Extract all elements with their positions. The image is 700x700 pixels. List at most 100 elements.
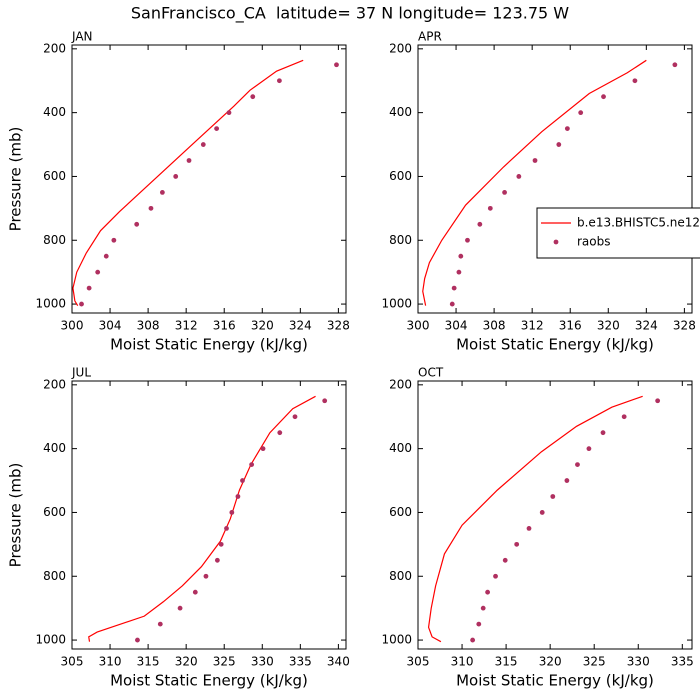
panel: APR 300 304 308 312 316 320 324 328 200 400 600 800 1… [381,30,700,354]
y-tick-label: 800 [389,233,412,247]
y-tick-label: 400 [389,441,412,455]
panel: JUL 305 310 315 320 325 330 335 340 200 400 600 800 1… [7,366,350,690]
x-tick-label: 335 [289,655,312,669]
panel-title: OCT [418,366,444,380]
point [292,414,298,420]
point [487,205,493,211]
x-tick-label: 330 [627,655,650,669]
y-tick-label: 200 [43,41,66,55]
y-tick-label: 600 [43,169,66,183]
y-axis-label: Pressure (mb) [7,463,25,568]
x-axis-label: Moist Static Energy (kJ/kg) [456,336,654,354]
y-tick-label: 400 [389,105,412,119]
point [458,253,464,259]
y-tick-label: 800 [43,233,66,247]
x-tick-label: 300 [407,319,430,333]
point [177,605,183,611]
point [277,78,282,84]
point [502,557,508,563]
plot-frame [417,380,693,650]
x-tick-label: 340 [327,655,350,669]
y-tick-label: 1000 [35,297,66,311]
point [224,526,229,531]
line [88,395,316,642]
panel: JAN 300 304 308 312 316 320 324 328 200 400 600 800 1… [7,30,350,354]
x-tick-label: 305 [407,655,430,669]
point [564,478,570,483]
x-tick-label: 300 [61,319,84,333]
x-tick-label: 328 [673,319,696,333]
panel: OCT 305 310 315 320 325 330 335 200 400 600 800 1000… [381,366,693,690]
point [159,190,165,195]
x-tick-label: 308 [137,319,160,333]
point [493,573,498,579]
figure-title: SanFrancisco_CA latitude= 37 N longitude… [131,4,569,24]
x-tick-label: 312 [521,319,544,333]
point [456,269,462,275]
x-tick-label: 320 [597,319,620,333]
x-tick-label: 320 [251,319,274,333]
line [427,395,643,643]
point [334,62,339,68]
x-tick-label: 315 [137,655,160,669]
y-tick-label: 1000 [381,633,412,647]
x-tick-label: 316 [559,319,582,333]
x-tick-label: 335 [671,655,694,669]
point [514,541,520,547]
point [186,158,192,163]
point [465,237,470,243]
point [148,205,154,211]
point [322,398,328,404]
legend-swatch [553,239,559,245]
point [470,637,476,643]
point [86,285,92,291]
x-tick-label: 320 [539,655,562,669]
point [621,414,627,420]
point [111,237,117,243]
point [173,174,179,179]
x-axis-label: Moist Static Energy (kJ/kg) [110,336,308,354]
point [564,126,570,131]
x-tick-label: 320 [175,655,198,669]
x-tick-label: 325 [583,655,606,669]
point [532,158,538,163]
point [250,94,256,100]
point [203,573,209,579]
y-tick-label: 400 [43,105,66,119]
point [277,430,283,436]
point [260,446,266,452]
plot-frame [71,380,347,650]
y-tick-label: 600 [389,505,412,519]
point [451,285,457,291]
point [157,621,163,627]
point [218,541,224,547]
point [79,301,84,307]
point [95,269,101,275]
legend-label: raobs [577,235,611,249]
point [575,462,580,467]
plot-frame [417,44,693,314]
x-axis-label: Moist Static Energy (kJ/kg) [110,672,308,690]
point [249,462,255,467]
point [550,494,556,499]
y-tick-label: 800 [43,569,66,583]
y-tick-label: 600 [43,505,66,519]
point [502,190,507,195]
point [600,430,606,436]
x-tick-label: 310 [451,655,474,669]
x-tick-label: 316 [213,319,236,333]
point [200,142,206,147]
point [601,94,606,100]
point [449,301,455,307]
panel-title: JAN [71,30,93,44]
line [72,59,304,306]
point [135,637,140,643]
point [516,174,522,179]
plot-frame [71,44,347,314]
point [214,126,220,131]
x-tick-label: 324 [635,319,658,333]
x-tick-label: 304 [445,319,468,333]
point [586,446,592,452]
legend-box [536,207,700,259]
